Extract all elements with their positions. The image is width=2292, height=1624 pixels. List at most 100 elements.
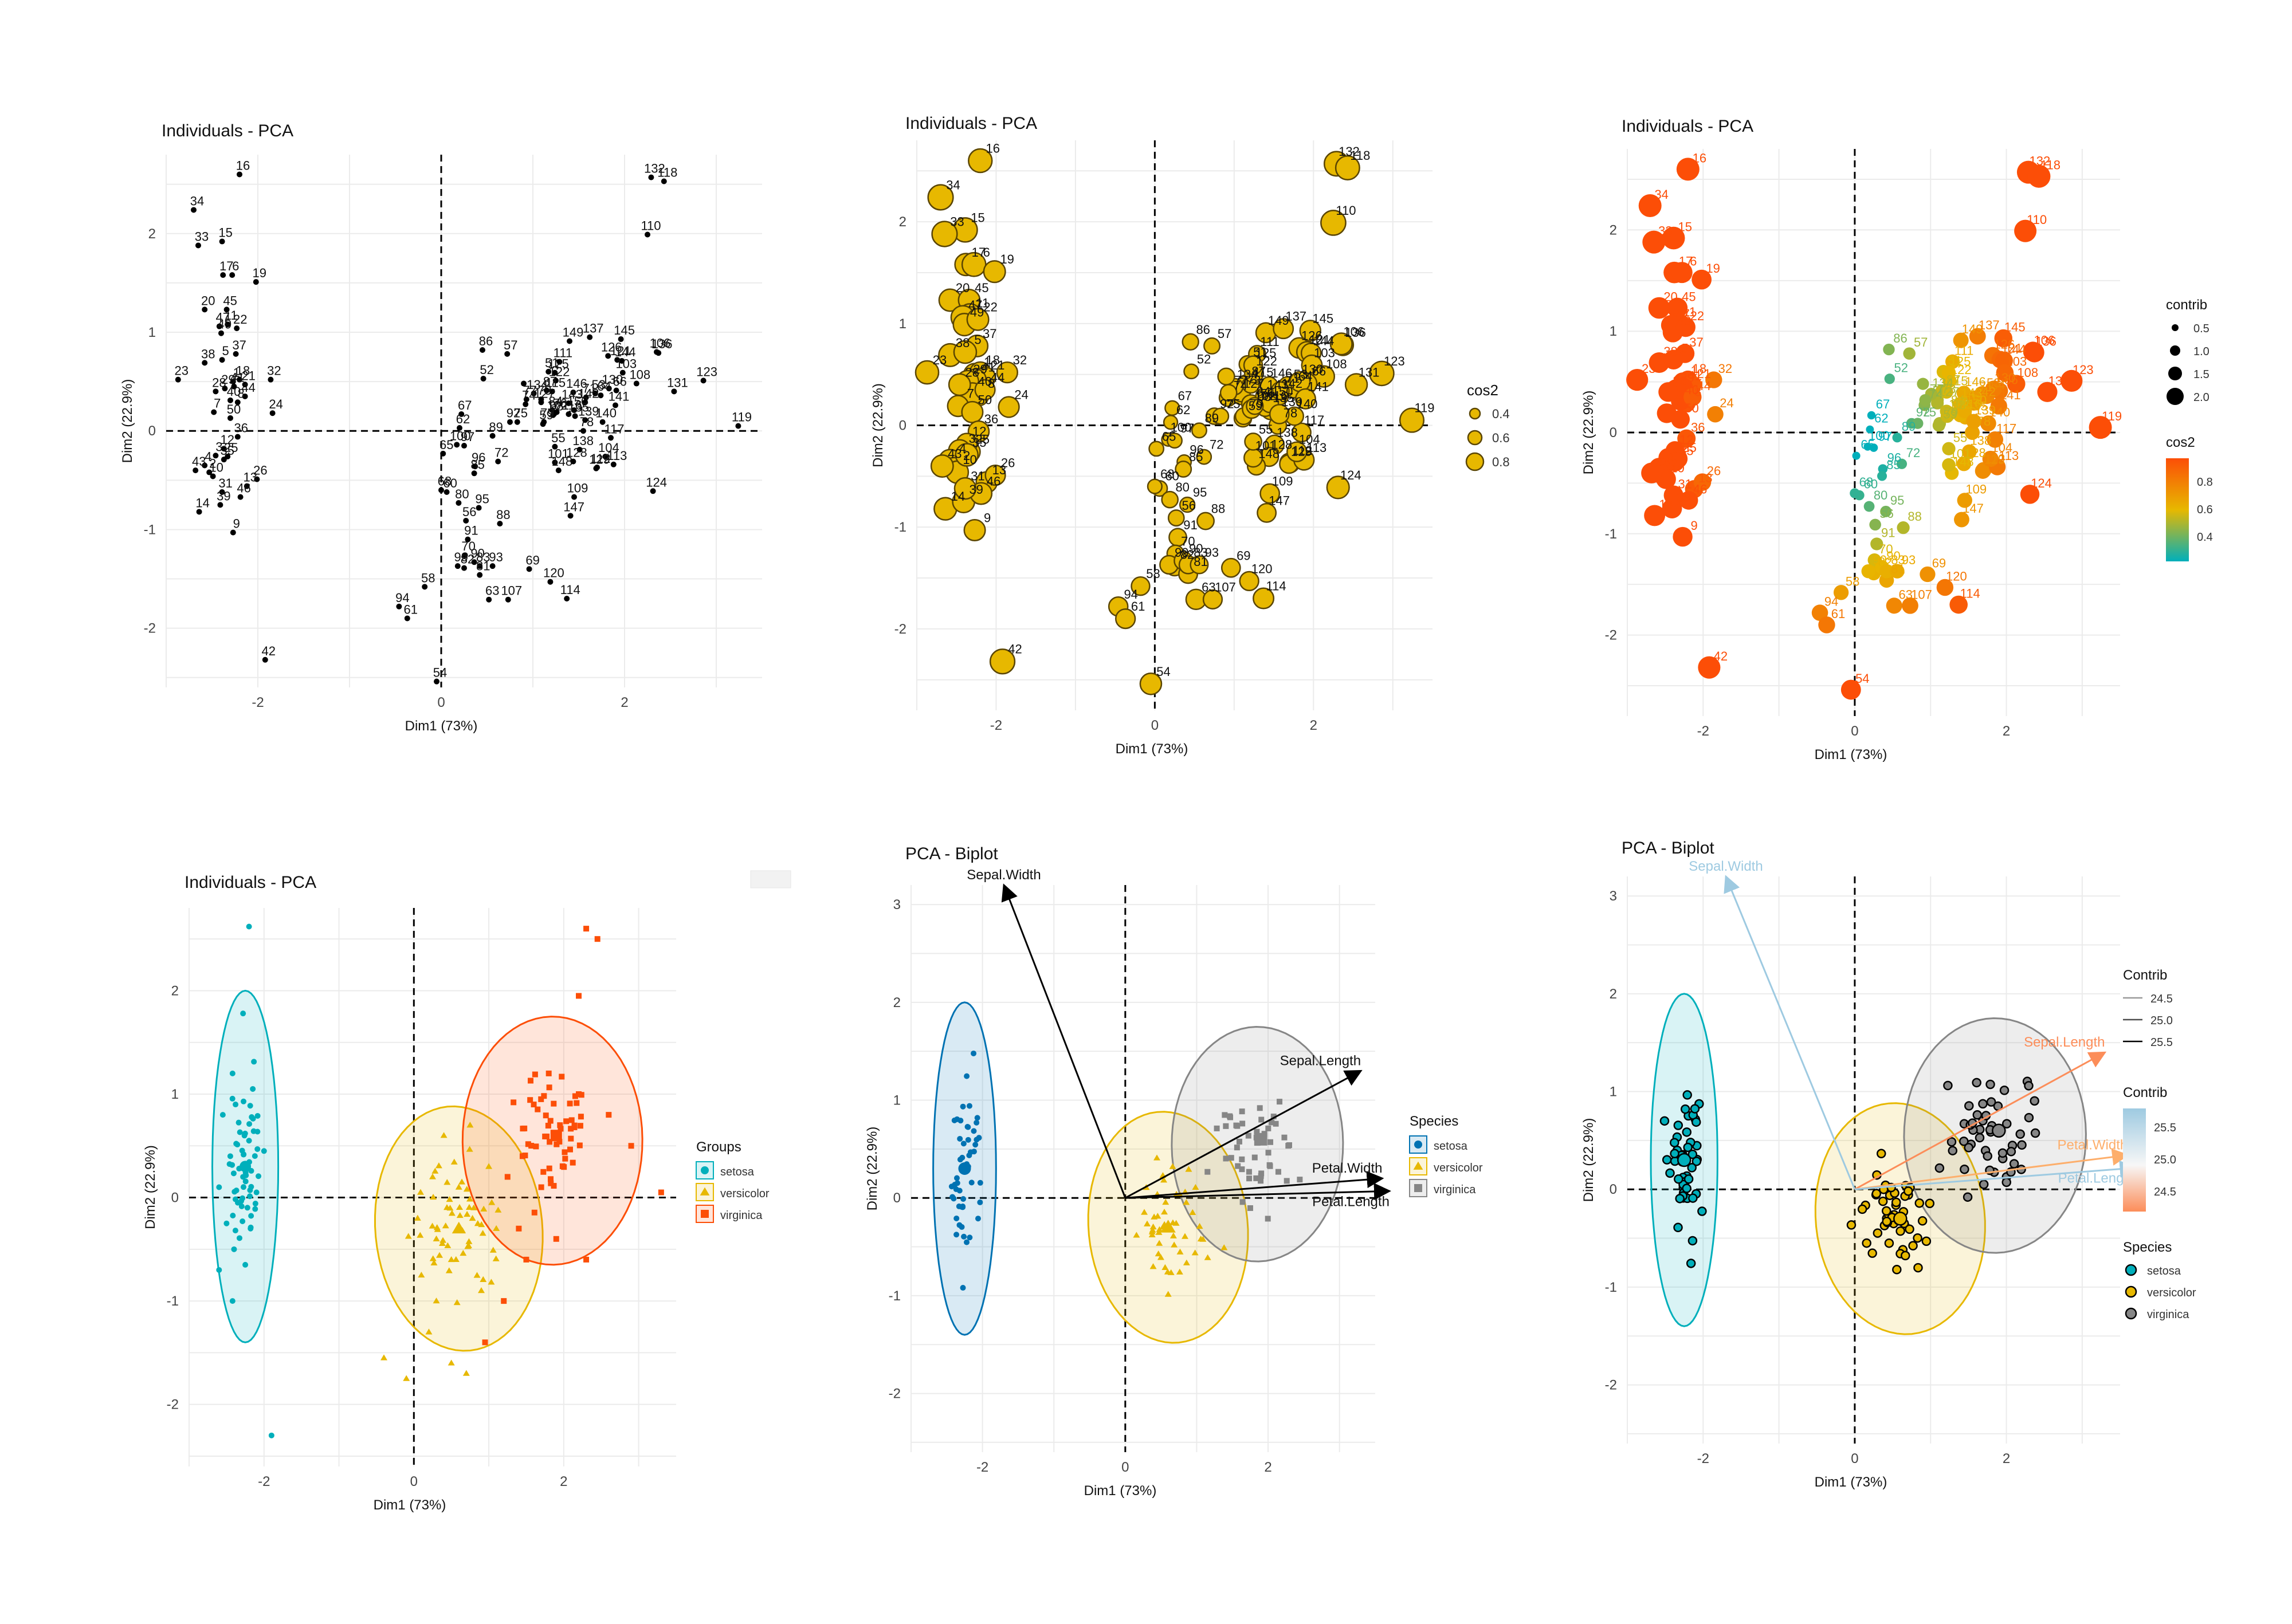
data-point-virginica bbox=[559, 1074, 565, 1080]
point-label: 65 bbox=[439, 438, 453, 452]
data-point-virginica bbox=[2017, 1140, 2027, 1150]
point-label: 117 bbox=[1996, 421, 2016, 435]
point-label: 23 bbox=[933, 353, 947, 367]
data-point bbox=[984, 464, 1006, 486]
data-point-setosa bbox=[964, 1073, 970, 1079]
data-point bbox=[1880, 505, 1892, 517]
data-point-setosa bbox=[966, 1152, 972, 1158]
point-label: 33 bbox=[195, 229, 209, 243]
data-point bbox=[495, 458, 501, 465]
data-point-virginica bbox=[556, 1139, 563, 1145]
data-point-setosa bbox=[1687, 1163, 1697, 1173]
point-label: 10 bbox=[963, 453, 976, 467]
data-point-versicolor bbox=[444, 1179, 451, 1185]
data-point bbox=[220, 272, 226, 278]
point-label: 8 bbox=[238, 386, 245, 400]
y-tick-label: 1 bbox=[148, 325, 156, 340]
data-point bbox=[456, 500, 462, 506]
data-point-versicolor bbox=[452, 1256, 460, 1262]
data-point-virginica bbox=[576, 993, 582, 999]
data-point-setosa bbox=[247, 1103, 253, 1109]
point-label: 31 bbox=[971, 469, 984, 483]
data-point bbox=[1903, 347, 1916, 360]
data-point bbox=[1115, 608, 1136, 630]
point-label: 124 bbox=[646, 475, 667, 489]
point-label: 77 bbox=[1930, 382, 1944, 396]
point-label: 43 bbox=[1656, 455, 1670, 469]
group-centroid-versicolor bbox=[452, 1221, 466, 1234]
point-label: 89 bbox=[489, 420, 503, 434]
point-label: 148 bbox=[1258, 447, 1280, 461]
data-point bbox=[1191, 422, 1207, 439]
data-point-setosa bbox=[232, 1228, 238, 1234]
point-label: 143 bbox=[1961, 386, 1982, 400]
legend-title: Groups bbox=[696, 1139, 741, 1155]
data-point-virginica bbox=[568, 1135, 574, 1142]
data-point-versicolor bbox=[1882, 1217, 1891, 1226]
point-label: 95 bbox=[1890, 493, 1904, 508]
data-point-versicolor bbox=[433, 1235, 440, 1241]
data-point-versicolor bbox=[465, 1238, 473, 1244]
point-label: 139 bbox=[1281, 395, 1302, 409]
point-label: 91 bbox=[1881, 525, 1895, 540]
group-centroid-setosa bbox=[1677, 1153, 1691, 1167]
data-point-virginica bbox=[553, 1236, 559, 1242]
data-point-virginica bbox=[583, 926, 590, 932]
data-point bbox=[223, 306, 230, 313]
data-point-versicolor bbox=[405, 1233, 412, 1239]
data-point bbox=[1879, 564, 1894, 579]
data-point-setosa bbox=[957, 1135, 963, 1142]
data-point-versicolor bbox=[1153, 1154, 1161, 1161]
point-label: 98 bbox=[1952, 398, 1965, 412]
data-point bbox=[1996, 364, 2014, 382]
point-label: 55 bbox=[551, 431, 565, 445]
data-point bbox=[1679, 491, 1698, 510]
y-tick-label: -1 bbox=[1605, 1280, 1617, 1295]
point-label: 129 bbox=[589, 453, 610, 467]
data-point bbox=[1954, 512, 1969, 528]
y-tick-label: 2 bbox=[148, 226, 156, 242]
data-point-virginica bbox=[1934, 1163, 1945, 1173]
point-label: 29 bbox=[973, 362, 987, 376]
legend-tick: 25.5 bbox=[2154, 1122, 2176, 1134]
y-tick-label: 1 bbox=[1610, 324, 1617, 339]
legend-label: 1.0 bbox=[2193, 345, 2209, 358]
data-point bbox=[1890, 564, 1905, 579]
data-point-versicolor bbox=[1182, 1233, 1189, 1239]
variable-arrow bbox=[1125, 1069, 1363, 1199]
point-label: 124 bbox=[1340, 468, 1361, 482]
point-label: 9 bbox=[1690, 518, 1697, 533]
x-tick-label: 0 bbox=[410, 1474, 418, 1489]
point-label: 72 bbox=[1210, 438, 1223, 452]
data-point-virginica bbox=[554, 1141, 560, 1147]
data-point-versicolor bbox=[464, 1243, 472, 1249]
point-label: 38 bbox=[201, 347, 215, 361]
data-point bbox=[998, 396, 1020, 418]
data-point bbox=[1943, 406, 1957, 420]
data-point-versicolor bbox=[1191, 1249, 1199, 1256]
variable-label: Petal.Width bbox=[2058, 1137, 2128, 1153]
variable-arrow bbox=[1854, 1051, 2107, 1190]
data-point-setosa bbox=[1687, 1236, 1698, 1246]
point-label: 49 bbox=[1677, 314, 1691, 328]
data-point bbox=[477, 563, 483, 569]
point-label: 25 bbox=[1682, 441, 1696, 455]
data-point bbox=[582, 399, 588, 406]
point-label: 90 bbox=[470, 546, 484, 560]
point-label: 147 bbox=[563, 500, 584, 514]
data-point-virginica bbox=[1986, 1097, 1996, 1107]
data-point bbox=[1920, 566, 1936, 583]
data-point-setosa bbox=[252, 1206, 258, 1212]
data-point bbox=[218, 330, 224, 336]
point-label: 78 bbox=[1977, 414, 1991, 428]
y-tick-label: -2 bbox=[144, 621, 156, 636]
y-tick-label: -2 bbox=[889, 1386, 901, 1402]
point-label: 121 bbox=[2001, 341, 2023, 356]
data-point-versicolor bbox=[1183, 1199, 1190, 1205]
data-point bbox=[211, 409, 217, 415]
point-label: 19 bbox=[1000, 252, 1014, 266]
point-label: 131 bbox=[1359, 365, 1380, 379]
data-point-setosa bbox=[1697, 1206, 1707, 1216]
data-point-virginica bbox=[557, 1122, 563, 1128]
